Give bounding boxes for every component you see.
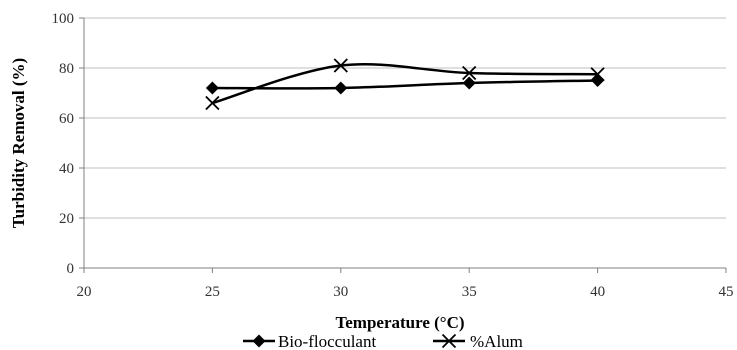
x-tick-label: 35 — [462, 284, 477, 300]
data-point-alum — [205, 95, 220, 111]
legend-entry-bio-flocculant: Bio-flocculant — [243, 332, 376, 350]
series-alum — [205, 58, 605, 111]
x-tick-label: 40 — [590, 284, 605, 300]
data-point-bio-flocculant — [591, 74, 605, 87]
x-tick-label: 30 — [333, 284, 348, 300]
legend-label-alum: %Alum — [470, 332, 523, 350]
x-tick-label: 45 — [719, 284, 734, 300]
y-tick-label: 60 — [59, 111, 74, 127]
data-point-alum — [462, 65, 477, 81]
data-point-alum — [333, 58, 348, 73]
legend-marker-alum — [441, 333, 457, 349]
data-point-bio-flocculant — [205, 81, 219, 95]
y-tick-label: 20 — [59, 211, 74, 227]
data-point-bio-flocculant — [334, 81, 348, 95]
x-tick-label: 20 — [77, 284, 92, 300]
y-tick-label: 80 — [59, 61, 74, 77]
series-line-bio-flocculant — [212, 79, 598, 90]
data-point-alum — [590, 67, 605, 82]
series-line-alum — [212, 62, 598, 105]
y-axis-title: Turbidity Removal (%) — [9, 58, 28, 228]
x-tick-label: 25 — [205, 284, 220, 300]
data-point-bio-flocculant — [462, 76, 476, 90]
legend-entry-alum: %Alum — [433, 332, 523, 350]
axes — [79, 17, 727, 273]
legend-label-bio-flocculant: Bio-flocculant — [278, 332, 376, 350]
grid-lines — [84, 17, 726, 269]
y-tick-label: 40 — [59, 161, 74, 177]
y-tick-label: 0 — [67, 261, 75, 277]
x-axis-title: Temperature (°C) — [335, 313, 464, 332]
legend: Bio-flocculant %Alum — [243, 332, 523, 350]
y-tick-label: 100 — [52, 11, 75, 27]
series-bio-flocculant — [205, 74, 605, 95]
series — [205, 58, 605, 111]
legend-marker-bio-flocculant — [252, 334, 266, 348]
